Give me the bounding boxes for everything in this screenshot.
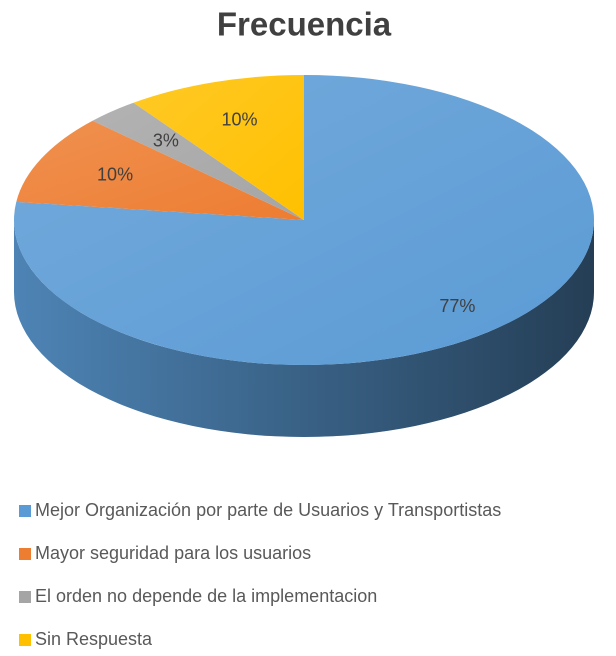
legend-swatch	[19, 548, 31, 560]
side-shade	[14, 220, 594, 437]
legend-label: Mejor Organización por parte de Usuarios…	[35, 500, 501, 520]
data-label: 3%	[153, 130, 179, 150]
slice-shine	[133, 75, 304, 220]
slice-shine	[92, 102, 305, 220]
legend-swatch	[19, 505, 31, 517]
legend-label: El orden no depende de la implementacion	[35, 586, 377, 606]
slice-shine	[16, 120, 304, 220]
legend-swatch	[19, 591, 31, 603]
slice-shine	[13, 75, 594, 366]
legend-label: Mayor seguridad para los usuarios	[35, 543, 311, 563]
data-label: 10%	[221, 109, 257, 129]
data-label: 77%	[439, 296, 475, 316]
chart-title: Frecuencia	[217, 6, 392, 43]
legend-swatch	[19, 634, 31, 646]
data-label: 10%	[97, 164, 133, 184]
legend-label: Sin Respuesta	[35, 629, 153, 649]
